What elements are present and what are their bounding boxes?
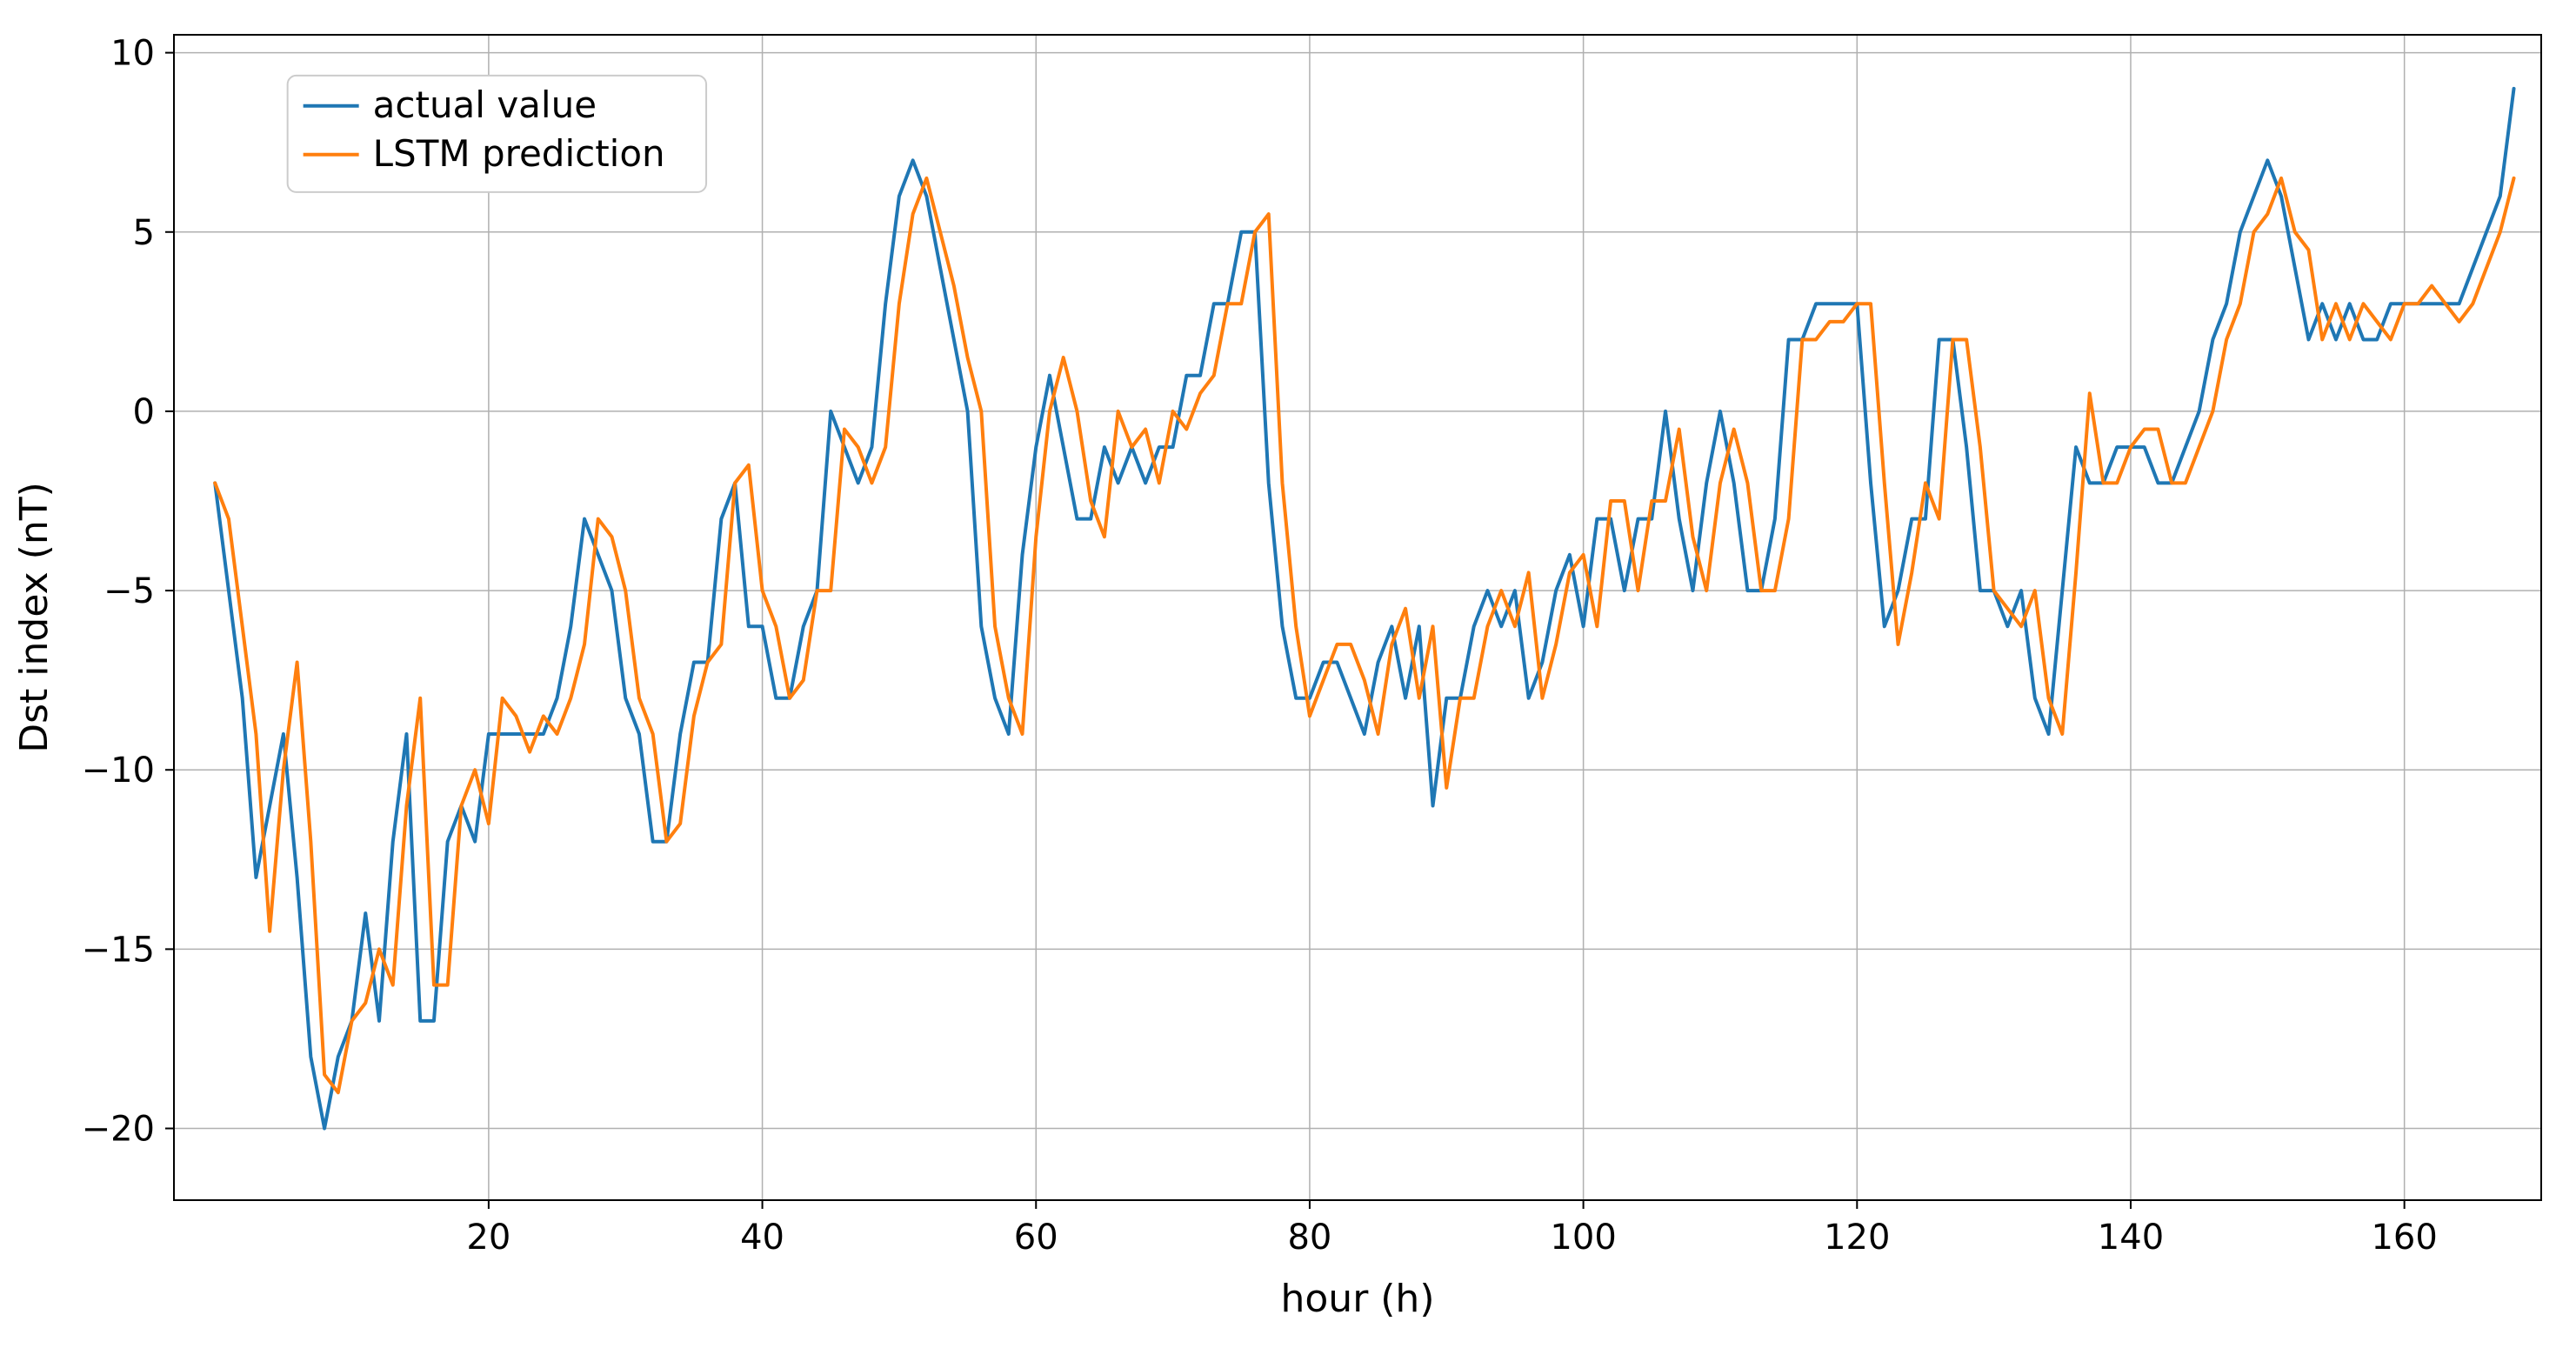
x-tick-label: 20 — [466, 1218, 511, 1258]
x-axis-label: hour (h) — [1281, 1277, 1435, 1321]
x-tick-label: 40 — [740, 1218, 784, 1258]
x-tick-label: 60 — [1014, 1218, 1058, 1258]
y-axis-label: Dst index (nT) — [12, 482, 57, 753]
x-tick-label: 160 — [2371, 1218, 2437, 1258]
y-tick-label: −15 — [82, 930, 155, 970]
legend-label: actual value — [373, 83, 597, 126]
y-tick-label: −10 — [82, 751, 155, 791]
x-tick-label: 120 — [1824, 1218, 1890, 1258]
x-tick-label: 100 — [1550, 1218, 1616, 1258]
y-tick-label: −5 — [103, 571, 155, 611]
y-tick-label: 5 — [133, 213, 155, 253]
x-tick-label: 80 — [1287, 1218, 1331, 1258]
y-tick-label: 0 — [133, 392, 155, 432]
legend: actual value LSTM prediction — [288, 76, 706, 192]
y-tick-label: 10 — [110, 34, 155, 74]
y-tick-label: −20 — [82, 1110, 155, 1150]
legend-label: LSTM prediction — [373, 132, 665, 175]
x-tick-label: 140 — [2098, 1218, 2164, 1258]
chart-container: 20 40 60 80 100 120 140 160 −20 −15 −10 −5 0 5 10 hour … — [0, 0, 2576, 1348]
line-chart: 20 40 60 80 100 120 140 160 −20 −15 −10 −5 0 5 10 hour … — [0, 0, 2576, 1348]
